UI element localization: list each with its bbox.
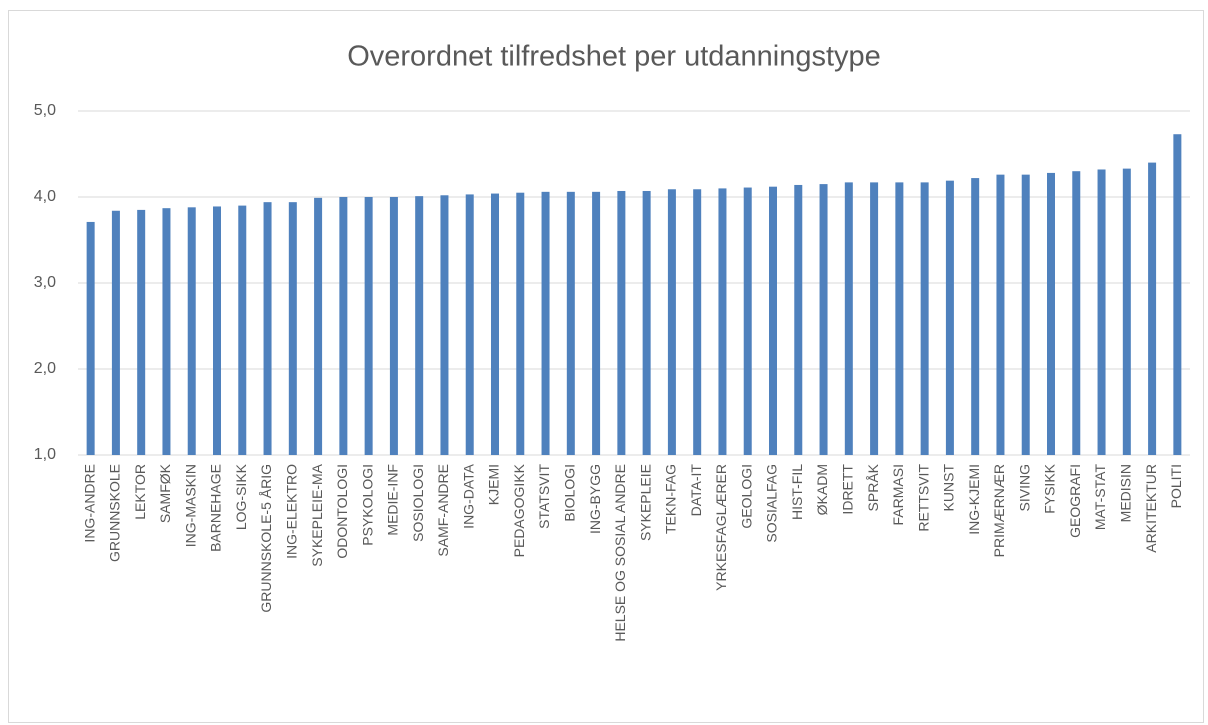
bar bbox=[389, 197, 398, 455]
bar bbox=[743, 187, 752, 456]
y-tick-label: 1,0 bbox=[34, 446, 56, 463]
bar bbox=[541, 191, 550, 455]
bar bbox=[566, 191, 575, 455]
y-tick-label: 4,0 bbox=[34, 188, 56, 205]
x-tick-label: HELSE OG SOSIAL ANDRE bbox=[612, 464, 628, 642]
x-tick-label: ING-ELEKTRO bbox=[284, 464, 300, 559]
x-tick-label: MEDISIN bbox=[1118, 464, 1134, 522]
bar bbox=[415, 196, 424, 455]
bar bbox=[86, 221, 95, 455]
x-tick-label: PEDAGOGIKK bbox=[511, 463, 527, 557]
bar bbox=[844, 182, 853, 455]
x-tick-label: GRUNNSKOLE-5 ÅRIG bbox=[258, 464, 274, 613]
bar bbox=[1122, 168, 1131, 455]
x-tick-label: TEKN-FAG bbox=[663, 464, 679, 534]
bar bbox=[718, 188, 727, 455]
x-tick-label: ING-ANDRE bbox=[81, 464, 97, 543]
x-tick-label: MAT-STAT bbox=[1092, 464, 1108, 531]
x-tick-label: FARMASI bbox=[890, 464, 906, 525]
bar bbox=[162, 208, 171, 455]
bar bbox=[870, 182, 879, 455]
x-tick-label: ING-BYGG bbox=[587, 464, 603, 534]
bar bbox=[617, 190, 626, 456]
chart-title: Overordnet tilfredshet per utdanningstyp… bbox=[347, 41, 881, 73]
x-tick-label: ARKITEKTUR bbox=[1143, 464, 1159, 553]
x-tick-label: SYKEPLEIE bbox=[637, 464, 653, 541]
x-tick-label: IDRETT bbox=[840, 464, 856, 515]
x-tick-label: SAMF-ANDRE bbox=[435, 464, 451, 557]
x-tick-label: GEOGRAFI bbox=[1067, 464, 1083, 538]
x-tick-label: PRIMÆRNÆR bbox=[991, 464, 1007, 557]
bar bbox=[996, 174, 1005, 455]
x-tick-label: KUNST bbox=[941, 464, 957, 512]
bar bbox=[1021, 174, 1030, 455]
bar bbox=[1148, 162, 1157, 455]
x-tick-label: HIST-FIL bbox=[789, 464, 805, 520]
bar bbox=[187, 207, 196, 455]
x-tick-label: KJEMI bbox=[486, 464, 502, 505]
x-tick-label: LOG-SIKK bbox=[233, 463, 249, 530]
bar bbox=[642, 190, 651, 456]
x-tick-label: STATSVIT bbox=[536, 464, 552, 529]
bar bbox=[667, 189, 676, 455]
x-tick-label: ING-KJEMI bbox=[966, 464, 982, 535]
x-tick-label: ODONTOLOGI bbox=[334, 464, 350, 559]
bar bbox=[1072, 171, 1081, 455]
x-tick-label: RETTSVIT bbox=[915, 464, 931, 532]
x-tick-label: LEKTOR bbox=[132, 464, 148, 520]
bar bbox=[1173, 134, 1182, 455]
bar bbox=[288, 202, 297, 455]
x-tick-label: ØKADM bbox=[814, 464, 830, 515]
x-tick-label: SYKEPLEIE-MA bbox=[309, 463, 325, 566]
x-tick-label: POLITI bbox=[1168, 464, 1184, 508]
x-tick-label: BIOLOGI bbox=[562, 464, 578, 522]
x-tick-label: BARNEHAGE bbox=[208, 464, 224, 552]
bar bbox=[1047, 172, 1055, 456]
x-tick-label: GRUNNSKOLE bbox=[107, 464, 123, 562]
bar bbox=[693, 189, 702, 455]
bar bbox=[920, 182, 929, 455]
bar bbox=[263, 202, 272, 455]
bar bbox=[945, 180, 954, 455]
bar bbox=[238, 205, 247, 455]
bar bbox=[440, 195, 449, 455]
x-tick-label: ING-DATA bbox=[460, 463, 476, 528]
x-tick-label: SAMFØK bbox=[157, 463, 173, 523]
bar bbox=[592, 191, 601, 455]
x-tick-label: SPRÅK bbox=[865, 463, 881, 511]
y-tick-label: 2,0 bbox=[34, 360, 56, 377]
x-tick-label: DATA-IT bbox=[688, 464, 704, 517]
x-tick-label: GEOLOGI bbox=[738, 464, 754, 529]
x-tick-label: SIVING bbox=[1016, 464, 1032, 511]
x-tick-label: FYSIKK bbox=[1042, 463, 1058, 513]
bar bbox=[895, 182, 904, 455]
bar bbox=[364, 197, 373, 455]
bar bbox=[111, 210, 120, 455]
bar bbox=[339, 197, 348, 455]
x-tick-label: YRKESFAGLÆRER bbox=[713, 464, 729, 591]
x-tick-label: MEDIE-INF bbox=[385, 464, 401, 536]
bar bbox=[465, 194, 474, 456]
y-tick-label: 5,0 bbox=[34, 102, 56, 119]
bar bbox=[491, 193, 499, 455]
bar bbox=[769, 186, 777, 455]
bar bbox=[314, 197, 323, 456]
bar bbox=[971, 178, 980, 455]
y-tick-label: 3,0 bbox=[34, 274, 56, 291]
bar bbox=[1097, 169, 1106, 456]
x-tick-label: SOSIALFAG bbox=[764, 464, 780, 543]
bar bbox=[213, 206, 221, 455]
bar bbox=[137, 209, 146, 455]
bar bbox=[794, 184, 803, 455]
x-tick-label: PSYKOLOGI bbox=[359, 464, 375, 546]
x-tick-label: SOSIOLOGI bbox=[410, 464, 426, 542]
bar bbox=[819, 184, 828, 455]
x-tick-label: ING-MASKIN bbox=[182, 464, 198, 547]
bar bbox=[516, 192, 525, 455]
